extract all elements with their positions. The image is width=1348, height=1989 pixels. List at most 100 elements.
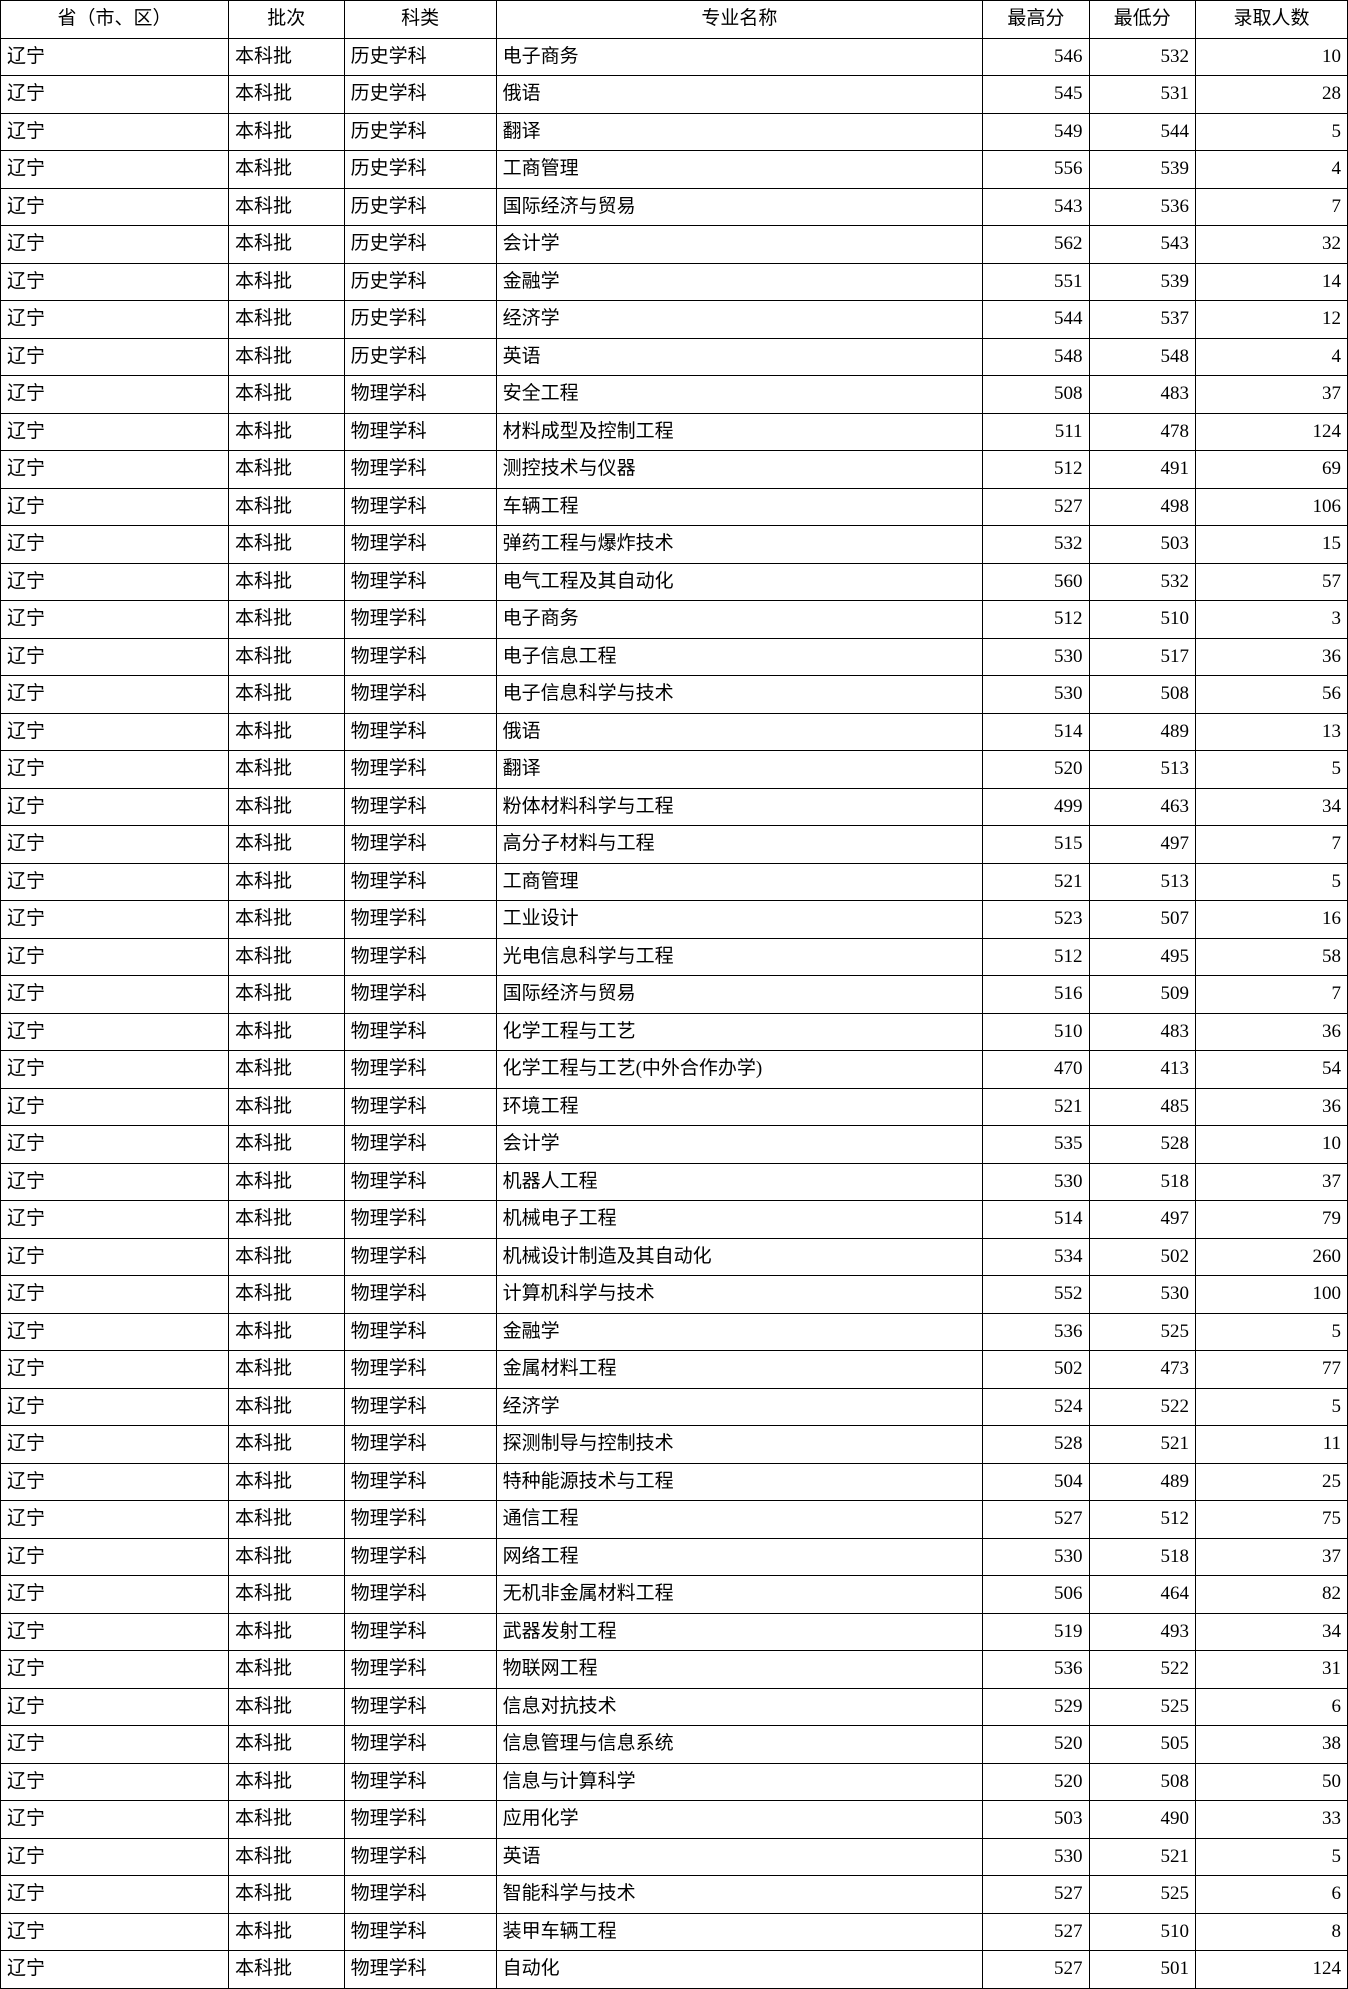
cell-count: 6 (1195, 1688, 1347, 1726)
cell-low: 510 (1089, 601, 1195, 639)
cell-count: 36 (1195, 1088, 1347, 1126)
cell-batch: 本科批 (229, 488, 345, 526)
cell-high: 504 (983, 1463, 1089, 1501)
cell-count: 124 (1195, 413, 1347, 451)
cell-batch: 本科批 (229, 1463, 345, 1501)
cell-high: 524 (983, 1388, 1089, 1426)
cell-province: 辽宁 (1, 301, 229, 339)
cell-count: 11 (1195, 1426, 1347, 1464)
cell-province: 辽宁 (1, 1463, 229, 1501)
cell-count: 7 (1195, 826, 1347, 864)
cell-province: 辽宁 (1, 1051, 229, 1089)
table-row: 辽宁本科批物理学科高分子材料与工程5154977 (1, 826, 1348, 864)
cell-province: 辽宁 (1, 376, 229, 414)
cell-high: 536 (983, 1313, 1089, 1351)
cell-count: 8 (1195, 1913, 1347, 1951)
table-body: 辽宁本科批历史学科电子商务54653210辽宁本科批历史学科俄语54553128… (1, 38, 1348, 1988)
table-row: 辽宁本科批物理学科工商管理5215135 (1, 863, 1348, 901)
cell-count: 14 (1195, 263, 1347, 301)
cell-subject: 物理学科 (344, 751, 496, 789)
cell-low: 497 (1089, 826, 1195, 864)
cell-count: 54 (1195, 1051, 1347, 1089)
cell-province: 辽宁 (1, 1013, 229, 1051)
cell-high: 520 (983, 751, 1089, 789)
table-row: 辽宁本科批物理学科粉体材料科学与工程49946334 (1, 788, 1348, 826)
admissions-table: 省（市、区）批次科类专业名称最高分最低分录取人数 辽宁本科批历史学科电子商务54… (0, 0, 1348, 1989)
cell-province: 辽宁 (1, 601, 229, 639)
cell-major: 智能科学与技术 (496, 1876, 983, 1914)
cell-subject: 物理学科 (344, 488, 496, 526)
table-row: 辽宁本科批物理学科探测制导与控制技术52852111 (1, 1426, 1348, 1464)
cell-batch: 本科批 (229, 1801, 345, 1839)
table-row: 辽宁本科批物理学科物联网工程53652231 (1, 1651, 1348, 1689)
cell-low: 532 (1089, 38, 1195, 76)
cell-province: 辽宁 (1, 1951, 229, 1989)
cell-count: 260 (1195, 1238, 1347, 1276)
table-row: 辽宁本科批物理学科电子信息工程53051736 (1, 638, 1348, 676)
cell-count: 3 (1195, 601, 1347, 639)
cell-subject: 历史学科 (344, 113, 496, 151)
table-row: 辽宁本科批物理学科测控技术与仪器51249169 (1, 451, 1348, 489)
cell-province: 辽宁 (1, 1913, 229, 1951)
cell-low: 509 (1089, 976, 1195, 1014)
cell-subject: 物理学科 (344, 638, 496, 676)
cell-major: 电子信息科学与技术 (496, 676, 983, 714)
cell-count: 4 (1195, 338, 1347, 376)
cell-subject: 物理学科 (344, 601, 496, 639)
cell-major: 高分子材料与工程 (496, 826, 983, 864)
cell-province: 辽宁 (1, 451, 229, 489)
cell-major: 机械电子工程 (496, 1201, 983, 1239)
cell-batch: 本科批 (229, 751, 345, 789)
cell-batch: 本科批 (229, 338, 345, 376)
cell-major: 国际经济与贸易 (496, 976, 983, 1014)
cell-count: 31 (1195, 1651, 1347, 1689)
cell-subject: 物理学科 (344, 1576, 496, 1614)
cell-count: 5 (1195, 863, 1347, 901)
cell-subject: 物理学科 (344, 376, 496, 414)
table-row: 辽宁本科批物理学科金融学5365255 (1, 1313, 1348, 1351)
table-row: 辽宁本科批物理学科武器发射工程51949334 (1, 1613, 1348, 1651)
cell-province: 辽宁 (1, 938, 229, 976)
cell-count: 37 (1195, 1163, 1347, 1201)
cell-major: 工商管理 (496, 863, 983, 901)
cell-low: 544 (1089, 113, 1195, 151)
cell-low: 505 (1089, 1726, 1195, 1764)
cell-subject: 物理学科 (344, 1276, 496, 1314)
cell-high: 523 (983, 901, 1089, 939)
cell-province: 辽宁 (1, 1613, 229, 1651)
cell-province: 辽宁 (1, 1351, 229, 1389)
cell-subject: 物理学科 (344, 901, 496, 939)
table-row: 辽宁本科批物理学科信息与计算科学52050850 (1, 1763, 1348, 1801)
cell-low: 489 (1089, 1463, 1195, 1501)
table-row: 辽宁本科批物理学科光电信息科学与工程51249558 (1, 938, 1348, 976)
cell-subject: 物理学科 (344, 1163, 496, 1201)
cell-major: 粉体材料科学与工程 (496, 788, 983, 826)
cell-low: 473 (1089, 1351, 1195, 1389)
cell-high: 512 (983, 938, 1089, 976)
cell-batch: 本科批 (229, 413, 345, 451)
cell-count: 36 (1195, 638, 1347, 676)
table-row: 辽宁本科批物理学科机械设计制造及其自动化534502260 (1, 1238, 1348, 1276)
cell-low: 532 (1089, 563, 1195, 601)
cell-province: 辽宁 (1, 76, 229, 114)
cell-province: 辽宁 (1, 1688, 229, 1726)
table-row: 辽宁本科批物理学科经济学5245225 (1, 1388, 1348, 1426)
cell-batch: 本科批 (229, 676, 345, 714)
cell-major: 通信工程 (496, 1501, 983, 1539)
cell-major: 金融学 (496, 263, 983, 301)
cell-high: 530 (983, 676, 1089, 714)
col-header-province: 省（市、区） (1, 1, 229, 39)
cell-major: 电子商务 (496, 601, 983, 639)
cell-major: 探测制导与控制技术 (496, 1426, 983, 1464)
cell-batch: 本科批 (229, 601, 345, 639)
cell-low: 464 (1089, 1576, 1195, 1614)
table-row: 辽宁本科批历史学科翻译5495445 (1, 113, 1348, 151)
table-row: 辽宁本科批历史学科国际经济与贸易5435367 (1, 188, 1348, 226)
cell-low: 495 (1089, 938, 1195, 976)
cell-province: 辽宁 (1, 1763, 229, 1801)
cell-count: 82 (1195, 1576, 1347, 1614)
cell-batch: 本科批 (229, 188, 345, 226)
cell-batch: 本科批 (229, 151, 345, 189)
cell-province: 辽宁 (1, 751, 229, 789)
cell-high: 532 (983, 526, 1089, 564)
